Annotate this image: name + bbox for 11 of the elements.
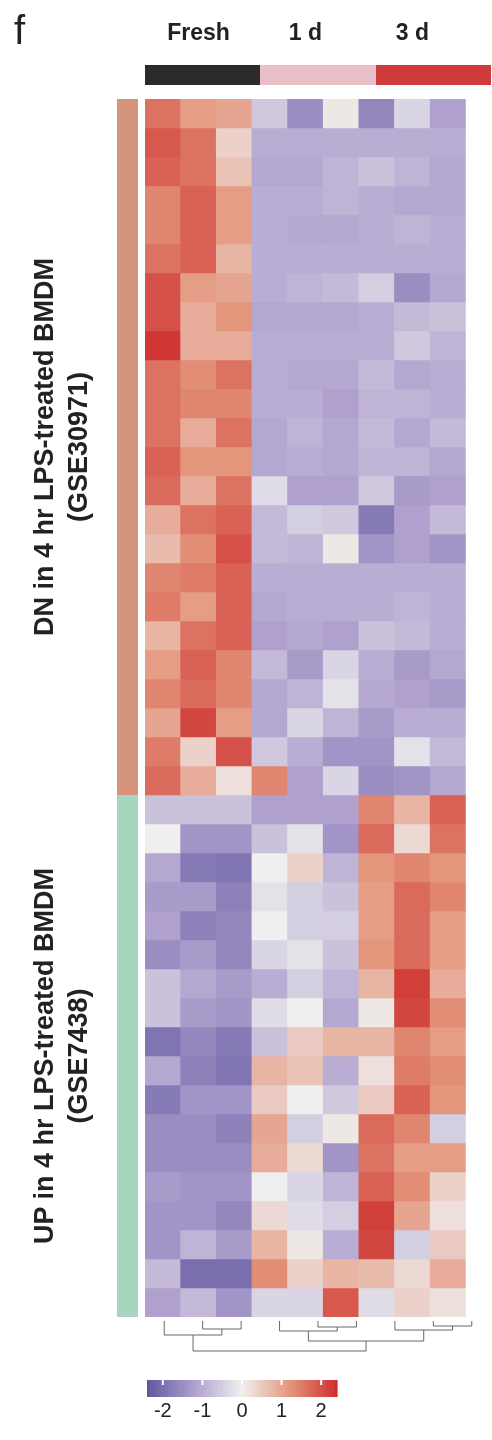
text: DN in 4 hr LPS-treated BMDM (GSE30971)	[28, 257, 94, 638]
color-bar-label: -2	[153, 1398, 172, 1421]
color-bar-label: -1	[193, 1398, 212, 1421]
text: UP in 4 hr LPS-treated BMDM (GSE7438)	[28, 866, 94, 1247]
x-tick-label: 3 d	[395, 18, 429, 45]
color-bar-label: 1	[276, 1398, 288, 1421]
x-tick-label: 1 d	[288, 18, 322, 45]
x-tick-label: Fresh	[167, 18, 230, 45]
text: f	[14, 8, 26, 53]
color-bar-label: 2	[315, 1398, 327, 1421]
color-bar-label: 0	[236, 1398, 248, 1421]
